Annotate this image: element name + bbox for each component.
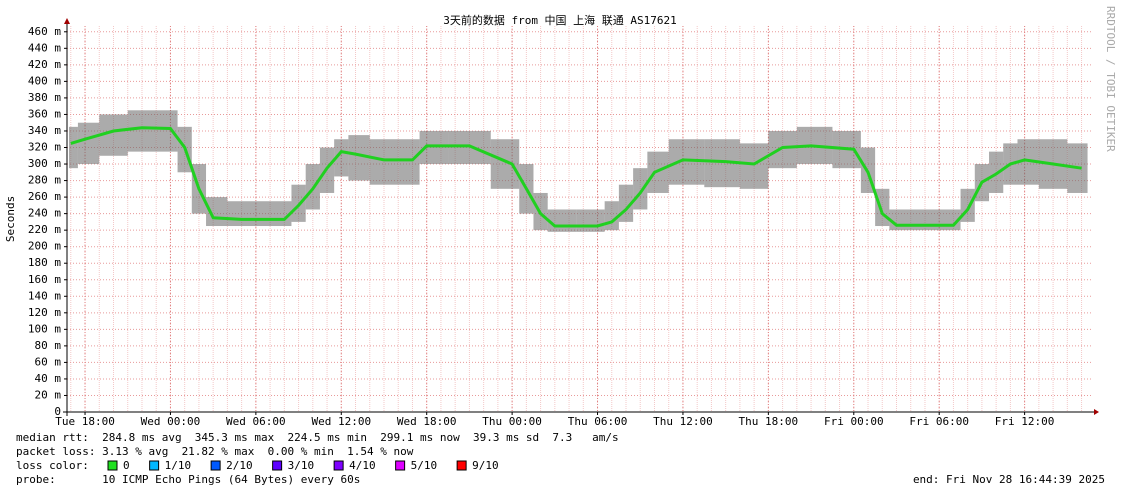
smoke [398, 139, 420, 185]
y-tick-label: 380 m [28, 91, 61, 104]
legend-label: 1/10 [165, 459, 192, 472]
smoke [227, 201, 263, 227]
smoke [889, 209, 925, 231]
y-axis-label: Seconds [4, 196, 17, 242]
stats-line: packet loss: 3.13 % avg 21.82 % max 0.00… [16, 445, 414, 458]
smoke [77, 122, 100, 165]
y-tick-label: 440 m [28, 41, 61, 54]
x-tick-label: Wed 00:00 [141, 415, 201, 428]
legend-swatch [395, 460, 406, 471]
x-tick-label: Thu 12:00 [653, 415, 713, 428]
side-label: RRDTOOL / TOBI OETIKER [1104, 6, 1117, 152]
y-tick-label: 100 m [28, 322, 61, 335]
y-tick-label: 320 m [28, 141, 61, 154]
legend-swatch [456, 460, 467, 471]
median-line [70, 126, 1082, 228]
legend-swatch [272, 460, 283, 471]
x-tick-label: Fri 12:00 [995, 415, 1055, 428]
smoke [348, 135, 370, 181]
legend-swatch [210, 460, 221, 471]
smoke [576, 209, 605, 232]
y-tick-label: 460 m [28, 25, 61, 38]
y-tick-label: 80 m [35, 339, 62, 352]
y-tick-label: 20 m [35, 388, 62, 401]
smoke [490, 139, 520, 189]
y-tick-label: 240 m [28, 207, 61, 220]
y-arrow [64, 18, 70, 24]
x-tick-label: Fri 00:00 [824, 415, 884, 428]
stats-line: median rtt: 284.8 ms avg 345.3 ms max 22… [16, 431, 619, 444]
legend-label: 4/10 [349, 459, 376, 472]
x-tick-label: Thu 06:00 [568, 415, 628, 428]
smoke [69, 126, 78, 169]
legend-label: 9/10 [472, 459, 499, 472]
legend-swatch [107, 460, 118, 471]
x-tick-label: Wed 18:00 [397, 415, 457, 428]
legend-label: 2/10 [226, 459, 253, 472]
smoke [369, 139, 399, 185]
y-tick-label: 160 m [28, 273, 61, 286]
smoke [156, 110, 178, 152]
y-tick-label: 120 m [28, 306, 61, 319]
y-tick-label: 200 m [28, 240, 61, 253]
y-tick-label: 360 m [28, 107, 61, 120]
legend-swatch [333, 460, 344, 471]
y-tick-label: 220 m [28, 223, 61, 236]
y-tick-label: 300 m [28, 157, 61, 170]
x-tick-label: Thu 18:00 [739, 415, 799, 428]
y-tick-label: 60 m [35, 355, 62, 368]
y-tick-label: 400 m [28, 74, 61, 87]
x-tick-label: Tue 18:00 [55, 415, 115, 428]
x-tick-label: Wed 12:00 [311, 415, 371, 428]
smoke [262, 201, 292, 227]
smoke [334, 139, 349, 177]
legend-label: 5/10 [411, 459, 438, 472]
legend-title: loss color: [16, 459, 89, 472]
smoke [924, 209, 961, 231]
smoke [633, 168, 648, 210]
x-tick-label: Wed 06:00 [226, 415, 286, 428]
smoke [1017, 139, 1039, 185]
smoke [547, 209, 577, 232]
probe-line: probe: 10 ICMP Echo Pings (64 Bytes) eve… [16, 473, 360, 486]
y-tick-label: 40 m [35, 372, 62, 385]
smoke [739, 143, 769, 189]
legend-swatch [149, 460, 160, 471]
x-arrow [1094, 409, 1099, 415]
y-tick-label: 0 [54, 405, 61, 418]
legend-label: 0 [123, 459, 130, 472]
y-tick-label: 180 m [28, 256, 61, 269]
smoke [127, 110, 157, 152]
y-tick-label: 280 m [28, 174, 61, 187]
x-tick-label: Fri 06:00 [909, 415, 969, 428]
end-time: end: Fri Nov 28 16:44:39 2025 [913, 473, 1105, 486]
y-tick-label: 420 m [28, 58, 61, 71]
y-tick-label: 140 m [28, 289, 61, 302]
legend-label: 3/10 [288, 459, 315, 472]
y-tick-label: 340 m [28, 124, 61, 137]
x-tick-label: Thu 00:00 [482, 415, 542, 428]
y-tick-label: 260 m [28, 190, 61, 203]
smoke [875, 188, 890, 227]
smoke [768, 130, 797, 169]
chart-title: 3天前的数据 from 中国 上海 联通 AS17621 [443, 13, 677, 27]
